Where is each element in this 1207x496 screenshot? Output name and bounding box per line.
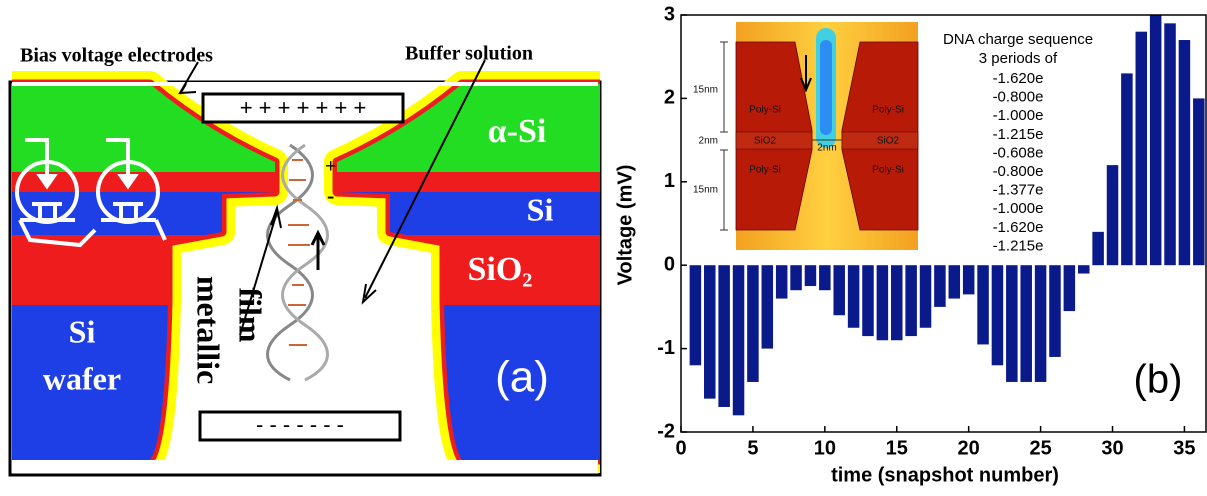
- bar: [1121, 73, 1133, 265]
- inset-label: 2nm: [699, 136, 718, 147]
- inset-label: 15nm: [693, 85, 718, 96]
- bar: [1020, 265, 1032, 382]
- x-tick-label: 25: [1029, 437, 1051, 459]
- charge-value: -1.000e: [993, 200, 1044, 217]
- bar: [762, 265, 774, 348]
- label: Bias voltage electrodes: [20, 45, 213, 67]
- label: Si: [69, 313, 96, 349]
- bar: [733, 265, 745, 415]
- bar: [805, 265, 817, 286]
- bar: [877, 265, 889, 340]
- inset-label: Poly-Si: [749, 165, 781, 176]
- y-tick-label: 1: [664, 170, 675, 192]
- label: -: [327, 183, 334, 208]
- x-axis-title: time (snapshot number): [831, 464, 1059, 486]
- x-tick-label: 35: [1173, 437, 1195, 459]
- charge-value: -1.377e: [993, 182, 1044, 199]
- bar: [891, 265, 903, 340]
- inset-label: Poly-Si: [872, 165, 904, 176]
- y-tick-label: 3: [664, 3, 675, 25]
- bar: [848, 265, 860, 328]
- bar: [1164, 23, 1176, 265]
- bar: [790, 265, 802, 290]
- inset-label: 2nm: [817, 143, 836, 154]
- bar: [920, 265, 932, 328]
- label: metallic: [191, 276, 227, 384]
- bar: [819, 265, 831, 290]
- electrode-label: - - - - - - -: [256, 412, 344, 437]
- bar: [1049, 265, 1061, 357]
- inset-label: 15nm: [693, 185, 718, 196]
- inset-label: SiO2: [754, 136, 777, 147]
- y-tick-label: 0: [664, 253, 675, 275]
- y-tick-label: -1: [657, 337, 675, 359]
- charge-value: -1.620e: [993, 70, 1044, 87]
- label: SiO₂: [468, 251, 533, 288]
- charge-value: -1.215e: [993, 126, 1044, 143]
- charge-value: -0.800e: [993, 89, 1044, 106]
- panel-label: (b): [1134, 358, 1183, 402]
- bar: [1193, 98, 1205, 265]
- y-axis-title: Voltage (mV): [614, 165, 636, 286]
- bar: [1092, 232, 1104, 265]
- bar: [690, 265, 702, 365]
- bar: [1150, 15, 1162, 265]
- bar: [1064, 265, 1076, 311]
- bar: [718, 265, 730, 407]
- bar: [1035, 265, 1047, 382]
- sequence-subtitle: 3 periods of: [979, 50, 1058, 67]
- bar: [1136, 32, 1148, 266]
- label: α-Si: [488, 113, 547, 150]
- x-tick-label: 5: [747, 437, 758, 459]
- bar: [992, 265, 1004, 365]
- x-tick-label: 10: [814, 437, 836, 459]
- bar: [1107, 165, 1119, 265]
- bar: [1078, 265, 1090, 273]
- electrode-label: + + + + + + +: [240, 95, 367, 120]
- bar: [862, 265, 874, 336]
- x-tick-label: 30: [1101, 437, 1123, 459]
- panel-label: (a): [495, 353, 549, 402]
- y-tick-label: -2: [657, 420, 675, 442]
- bar: [963, 265, 975, 294]
- bar: [833, 265, 845, 315]
- bar: [1179, 40, 1191, 265]
- charge-value: -0.800e: [993, 163, 1044, 180]
- label: wafer: [43, 360, 121, 396]
- bar: [934, 265, 946, 307]
- charge-value: -0.608e: [993, 144, 1044, 161]
- bar: [949, 265, 961, 298]
- charge-value: -1.000e: [993, 107, 1044, 124]
- inset-label: SiO2: [877, 136, 900, 147]
- inset-label: Poly-Si: [749, 105, 781, 116]
- inset-label: Poly-Si: [872, 105, 904, 116]
- x-tick-label: 20: [958, 437, 980, 459]
- charge-value: -1.215e: [993, 237, 1044, 254]
- label: film: [233, 287, 269, 342]
- y-tick-label: 2: [664, 87, 675, 109]
- label: Buffer solution: [405, 43, 533, 65]
- bar: [747, 265, 759, 382]
- sequence-title: DNA charge sequence: [943, 31, 1093, 48]
- bar: [776, 265, 788, 298]
- bar: [905, 265, 917, 336]
- figure: + + + + + + + - - - - - - - Bias voltage…: [0, 0, 1207, 491]
- bar: [977, 265, 989, 344]
- charge-value: -1.620e: [993, 219, 1044, 236]
- label: Si: [527, 191, 554, 227]
- panel-a: + + + + + + + - - - - - - - Bias voltage…: [10, 43, 600, 475]
- x-tick-label: 0: [675, 437, 686, 459]
- bar: [704, 265, 716, 398]
- bar: [1006, 265, 1018, 382]
- label: +: [325, 156, 336, 178]
- x-tick-label: 15: [886, 437, 908, 459]
